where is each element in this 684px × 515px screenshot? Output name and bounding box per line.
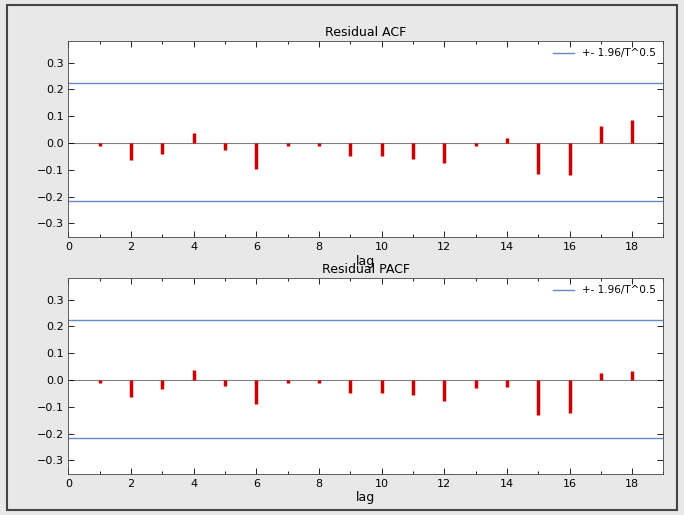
X-axis label: lag: lag xyxy=(356,491,376,504)
Legend: +- 1.96/T^0.5: +- 1.96/T^0.5 xyxy=(549,44,660,63)
Legend: +- 1.96/T^0.5: +- 1.96/T^0.5 xyxy=(549,281,660,300)
Title: Residual ACF: Residual ACF xyxy=(326,26,406,39)
X-axis label: lag: lag xyxy=(356,254,376,267)
Title: Residual PACF: Residual PACF xyxy=(322,263,410,276)
